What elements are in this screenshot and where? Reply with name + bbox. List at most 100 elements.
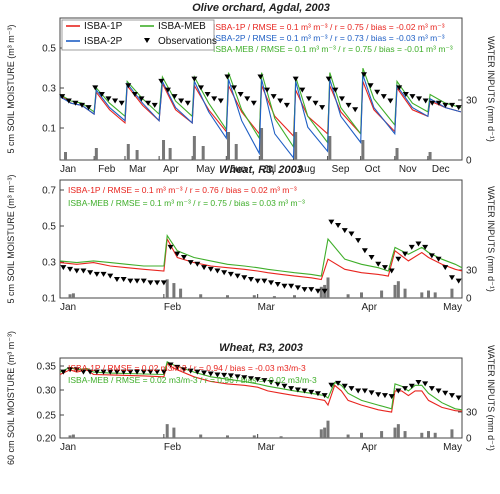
observation-marker bbox=[164, 87, 171, 93]
water-input-bar bbox=[361, 140, 365, 160]
observation-marker bbox=[140, 369, 147, 375]
x-tick-label: Dec bbox=[432, 164, 450, 175]
water-input-bar bbox=[199, 434, 203, 438]
observation-marker bbox=[281, 383, 288, 389]
observation-marker bbox=[268, 379, 275, 385]
plot-frame bbox=[59, 179, 463, 299]
observation-marker bbox=[127, 278, 134, 284]
x-tick-label: May bbox=[443, 442, 462, 453]
observation-marker bbox=[158, 78, 165, 84]
observation-marker bbox=[422, 244, 429, 250]
x-tick-label: Mar bbox=[129, 164, 147, 175]
observation-marker bbox=[250, 100, 257, 106]
observation-marker bbox=[288, 386, 295, 392]
y-tick-label: 0.3 bbox=[42, 258, 56, 269]
legend-label: ISBA-MEB bbox=[158, 21, 206, 32]
y-tick-label: 0.35 bbox=[37, 362, 57, 373]
stats-annotation: ISBA-MEB / RMSE = 0.1 m³ m⁻³ / r = 0.75 … bbox=[68, 198, 305, 208]
water-input-bar bbox=[420, 292, 424, 298]
panel-title: Olive orchard, Agdal, 2003 bbox=[192, 2, 330, 14]
water-input-bar bbox=[279, 436, 283, 438]
water-input-bar bbox=[165, 424, 169, 438]
observation-marker bbox=[325, 76, 332, 82]
legend-label: ISBA-1P bbox=[84, 21, 123, 32]
observation-marker bbox=[299, 87, 306, 93]
x-tick-label: Jun bbox=[230, 164, 246, 175]
water-input-bar bbox=[226, 435, 229, 438]
panel-1: Olive orchard, Agdal, 2003 0.1 0.3 0.5 30 0 5 … bbox=[6, 2, 496, 175]
water-input-bar bbox=[380, 290, 384, 298]
water-input-bar bbox=[360, 292, 363, 298]
observation-marker bbox=[270, 94, 277, 100]
y-tick-label: 0.30 bbox=[37, 386, 57, 397]
x-tick-label: May bbox=[443, 302, 462, 313]
water-input-bar bbox=[172, 427, 176, 438]
observation-marker bbox=[402, 91, 409, 97]
observation-marker bbox=[374, 89, 381, 95]
water-input-bar bbox=[433, 292, 437, 298]
observation-marker bbox=[60, 369, 67, 375]
observation-marker bbox=[388, 394, 395, 400]
observation-marker bbox=[449, 102, 456, 108]
observation-marker bbox=[348, 231, 355, 237]
observation-marker bbox=[395, 256, 402, 262]
water-input-bar bbox=[396, 281, 400, 298]
y2-tick-label: 0 bbox=[466, 434, 472, 445]
water-input-bar bbox=[293, 295, 296, 298]
x-tick-label: Jan bbox=[60, 302, 76, 313]
water-input-bar bbox=[427, 290, 430, 298]
observation-marker bbox=[87, 270, 94, 276]
y-tick-label: 0.1 bbox=[42, 294, 56, 305]
observation-marker bbox=[105, 96, 112, 102]
observation-marker bbox=[79, 102, 86, 108]
observation-marker bbox=[234, 374, 241, 380]
observation-marker bbox=[204, 91, 211, 97]
water-input-bar bbox=[380, 431, 384, 438]
water-input-bar bbox=[450, 429, 454, 438]
observation-marker bbox=[207, 371, 214, 377]
observation-marker bbox=[335, 223, 342, 229]
x-tick-label: May bbox=[196, 164, 215, 175]
observation-marker bbox=[367, 83, 374, 89]
panel-3: Wheat, R3, 2003 0.20 0.25 0.30 0.35 30 0 60 cm … bbox=[6, 331, 496, 465]
stats-annotation: ISBA-MEB / RMSE = 0.1 m³ m⁻³ / r = 0.75 … bbox=[213, 44, 453, 54]
observation-marker bbox=[93, 369, 100, 375]
observation-marker bbox=[59, 94, 66, 100]
observation-marker bbox=[308, 389, 315, 395]
observation-marker bbox=[147, 280, 154, 286]
observation-marker bbox=[321, 393, 328, 399]
observation-marker bbox=[85, 105, 92, 111]
observation-marker bbox=[435, 256, 442, 262]
observation-marker bbox=[321, 288, 328, 294]
water-input-bar bbox=[68, 435, 72, 438]
observation-marker bbox=[360, 72, 367, 78]
water-input-bar bbox=[433, 432, 437, 438]
water-input-bar bbox=[71, 293, 75, 298]
observation-marker bbox=[93, 271, 100, 277]
observation-marker bbox=[254, 278, 261, 284]
observation-marker bbox=[138, 96, 145, 102]
observation-marker bbox=[328, 382, 335, 388]
x-tick-label: Apr bbox=[362, 302, 378, 313]
water-input-bar bbox=[199, 294, 203, 298]
water-input-bar bbox=[135, 150, 139, 160]
observation-marker bbox=[237, 91, 244, 97]
water-input-bar bbox=[346, 294, 350, 298]
observation-marker bbox=[254, 377, 261, 383]
observation-marker bbox=[264, 87, 271, 93]
observation-marker bbox=[345, 102, 352, 108]
observation-marker bbox=[154, 280, 161, 286]
x-tick-label: Apr bbox=[362, 442, 378, 453]
observation-marker bbox=[154, 369, 161, 375]
observation-marker bbox=[60, 265, 67, 271]
observation-marker bbox=[408, 383, 415, 389]
legend-label: Observations bbox=[158, 36, 217, 47]
plot-frame bbox=[59, 357, 463, 439]
observation-marker bbox=[301, 388, 308, 394]
x-tick-label: Apr bbox=[163, 164, 179, 175]
stats-annotation: ISBA-2P / RMSE = 0.1 m³ m⁻³ / r = 0.73 /… bbox=[213, 33, 445, 43]
stats-annotation: ISBA-1P / RMSE = 0.1 m³ m⁻³ / r = 0.76 /… bbox=[68, 185, 297, 195]
observation-marker bbox=[442, 390, 449, 396]
